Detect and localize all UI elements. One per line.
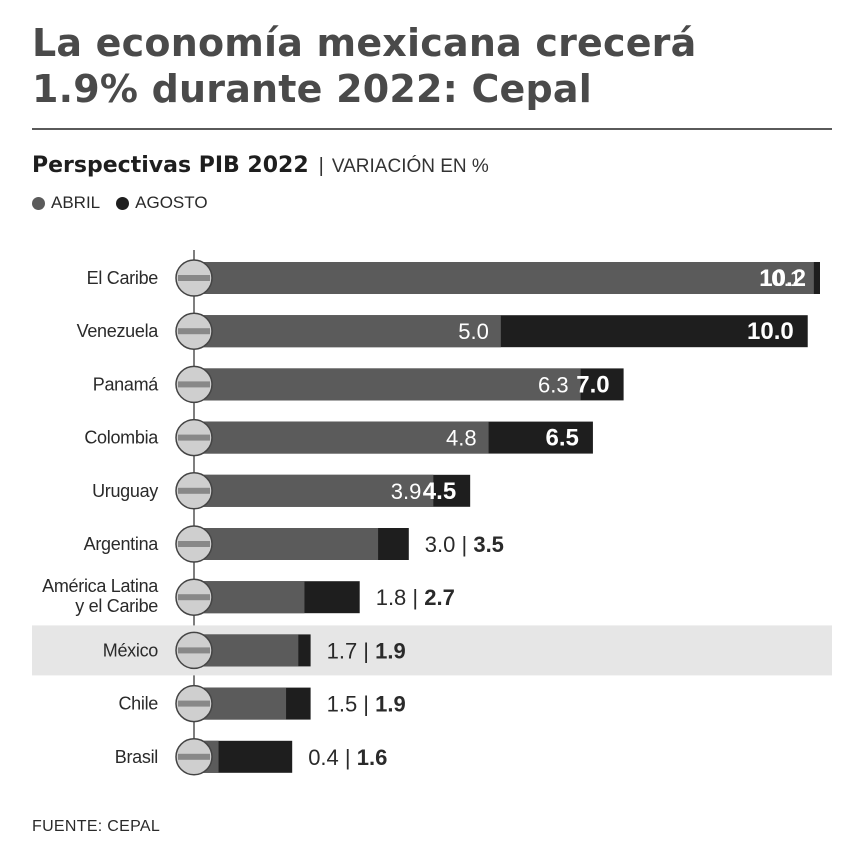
argentina-flag-icon-stripe	[178, 541, 210, 547]
legend-label-abril: ABRIL	[51, 193, 101, 212]
value-label-agosto-brasil: 1.6	[357, 745, 388, 770]
panama-flag-icon	[175, 365, 213, 404]
value-label-abril-el-caribe: 10.1	[759, 266, 802, 291]
chile-flag-icon-stripe	[178, 700, 210, 707]
category-label-venezuela: Venezuela	[77, 321, 160, 341]
bar-abril-colombia	[194, 421, 489, 454]
value-label-agosto-argentina: 3.5	[473, 532, 504, 557]
colombia-flag-icon	[175, 418, 213, 457]
caribbean-map-icon	[175, 259, 213, 297]
category-label-chile: Chile	[118, 694, 158, 714]
value-label-abril-venezuela: 5.0	[458, 319, 489, 344]
value-label-abril-panama: 6.3	[538, 372, 569, 397]
category-label-panama: Panamá	[93, 374, 160, 394]
legend-swatch-agosto	[116, 196, 130, 210]
value-label-abril-chile: 1.5 |	[327, 692, 376, 717]
venezuela-flag-icon	[175, 312, 213, 350]
colombia-flag-icon-stripe	[178, 434, 210, 441]
category-label-brasil: Brasil	[115, 747, 158, 767]
value-label-abril-mexico: 1.7 |	[327, 638, 376, 663]
chart-subtitle: Perspectivas PIB 2022 | VARIACIÓN EN %	[32, 152, 489, 181]
value-labels-america-latina-y-el-caribe: 1.8 | 2.7	[376, 585, 455, 610]
legend-label-agosto: AGOSTO	[135, 193, 208, 212]
latin-america-map-icon	[175, 578, 213, 616]
value-label-agosto-uruguay: 4.5	[423, 478, 456, 505]
source-note: FUENTE: CEPAL	[32, 818, 161, 835]
chart-legend: ABRIL AGOSTO	[32, 192, 208, 214]
value-label-abril-uruguay: 3.9	[391, 479, 422, 504]
category-label-mexico: México	[103, 640, 159, 660]
value-label-agosto-chile: 1.9	[375, 692, 406, 717]
venezuela-flag-icon-stripe	[178, 328, 210, 335]
value-label-abril-colombia: 4.8	[446, 426, 477, 451]
value-label-agosto-america-latina-y-el-caribe: 2.7	[424, 585, 455, 610]
category-label-argentina: Argentina	[84, 534, 160, 554]
caribbean-map-icon-stripe	[178, 275, 210, 281]
category-label-colombia: Colombia	[84, 428, 159, 448]
highlight-band-mexico	[32, 625, 832, 676]
value-labels-argentina: 3.0 | 3.5	[425, 532, 504, 557]
value-label-agosto-venezuela: 10.0	[747, 318, 794, 345]
category-label-el-caribe: El Caribe	[87, 268, 159, 288]
bar-abril-uruguay	[194, 474, 434, 507]
chile-flag-icon	[175, 684, 213, 723]
value-labels-mexico: 1.7 | 1.9	[327, 638, 406, 663]
uruguay-flag-icon	[175, 472, 213, 510]
subtitle-unit: VARIACIÓN EN %	[331, 156, 489, 177]
category-label-uruguay: Uruguay	[92, 481, 158, 501]
value-label-agosto-mexico: 1.9	[375, 638, 406, 663]
subtitle-separator: |	[318, 155, 324, 177]
value-label-abril-america-latina-y-el-caribe: 1.8 |	[376, 585, 425, 610]
title-divider	[32, 128, 832, 130]
legend-item-abril: ABRIL	[32, 192, 100, 214]
argentina-flag-icon	[175, 525, 213, 563]
bar-abril-venezuela	[194, 315, 501, 348]
mexico-flag-icon	[175, 631, 213, 670]
legend-item-agosto: AGOSTO	[116, 192, 208, 214]
mexico-flag-icon-stripe	[178, 647, 210, 654]
value-label-abril-brasil: 0.4 |	[308, 745, 357, 770]
value-label-agosto-panama: 7.0	[576, 371, 609, 398]
category-label-america-latina-y-el-caribe: América Latina y el Caribe	[42, 576, 159, 616]
value-label-agosto-colombia: 6.5	[546, 425, 579, 452]
bar-abril-panama	[194, 368, 581, 401]
title-line-1: La economía mexicana crecerá	[32, 21, 697, 65]
value-label-agosto-el-caribe: 10.2	[759, 265, 806, 292]
value-labels-chile: 1.5 | 1.9	[327, 692, 406, 717]
bar-abril-el-caribe	[194, 262, 814, 294]
legend-swatch-abril	[32, 196, 45, 210]
bar-abril-argentina	[194, 528, 379, 560]
subtitle-text: Perspectivas PIB 2022	[32, 153, 309, 178]
value-label-abril-argentina: 3.0 |	[425, 532, 474, 557]
chart-title: La economía mexicana crecerá 1.9% durant…	[32, 20, 832, 112]
brazil-flag-icon	[175, 738, 213, 776]
brazil-flag-icon-stripe	[178, 753, 210, 760]
uruguay-flag-icon-stripe	[178, 487, 210, 494]
panama-flag-icon-stripe	[178, 381, 210, 388]
latin-america-map-icon-stripe	[178, 594, 210, 601]
value-labels-brasil: 0.4 | 1.6	[308, 745, 387, 770]
title-line-2: 1.9% durante 2022: Cepal	[32, 67, 592, 111]
